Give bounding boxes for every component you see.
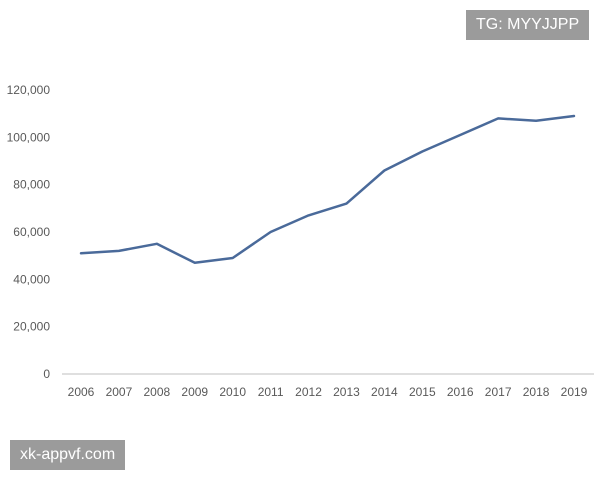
y-tick-label: 40,000 (13, 272, 50, 286)
x-tick-label: 2012 (295, 385, 322, 399)
x-tick-label: 2011 (258, 385, 284, 399)
series-line (79, 114, 576, 265)
y-tick-label: 120,000 (7, 83, 51, 97)
y-tick-label: 0 (43, 367, 50, 381)
series-group (79, 114, 576, 265)
x-tick-label: 2013 (333, 385, 360, 399)
x-tick-label: 2017 (485, 385, 512, 399)
y-tick-label: 20,000 (13, 320, 50, 334)
x-tick-label: 2009 (181, 385, 208, 399)
x-tick-label: 2019 (561, 385, 588, 399)
x-axis-tick-labels: 2006 2007 2008 2009 2010 2011 2012 2013 2014 2015… (68, 385, 588, 399)
y-tick-label: 100,000 (7, 130, 51, 144)
watermark-bottom-left: xk-appvf.com (10, 440, 126, 470)
x-tick-label: 2007 (106, 385, 133, 399)
x-tick-label: 2006 (68, 385, 95, 399)
x-tick-label: 2018 (523, 385, 550, 399)
x-tick-label: 2014 (371, 385, 398, 399)
x-tick-label: 2008 (143, 385, 170, 399)
x-tick-label: 2015 (409, 385, 436, 399)
watermark-top-right: TG: MYYJJPP (466, 10, 590, 40)
y-tick-label: 80,000 (13, 178, 50, 192)
y-tick-label: 60,000 (13, 225, 50, 239)
x-tick-label: 2010 (219, 385, 246, 399)
x-tick-label: 2016 (447, 385, 474, 399)
y-axis-tick-labels: 0 20,000 40,000 60,000 80,000 100,000 120,000 (7, 83, 51, 381)
